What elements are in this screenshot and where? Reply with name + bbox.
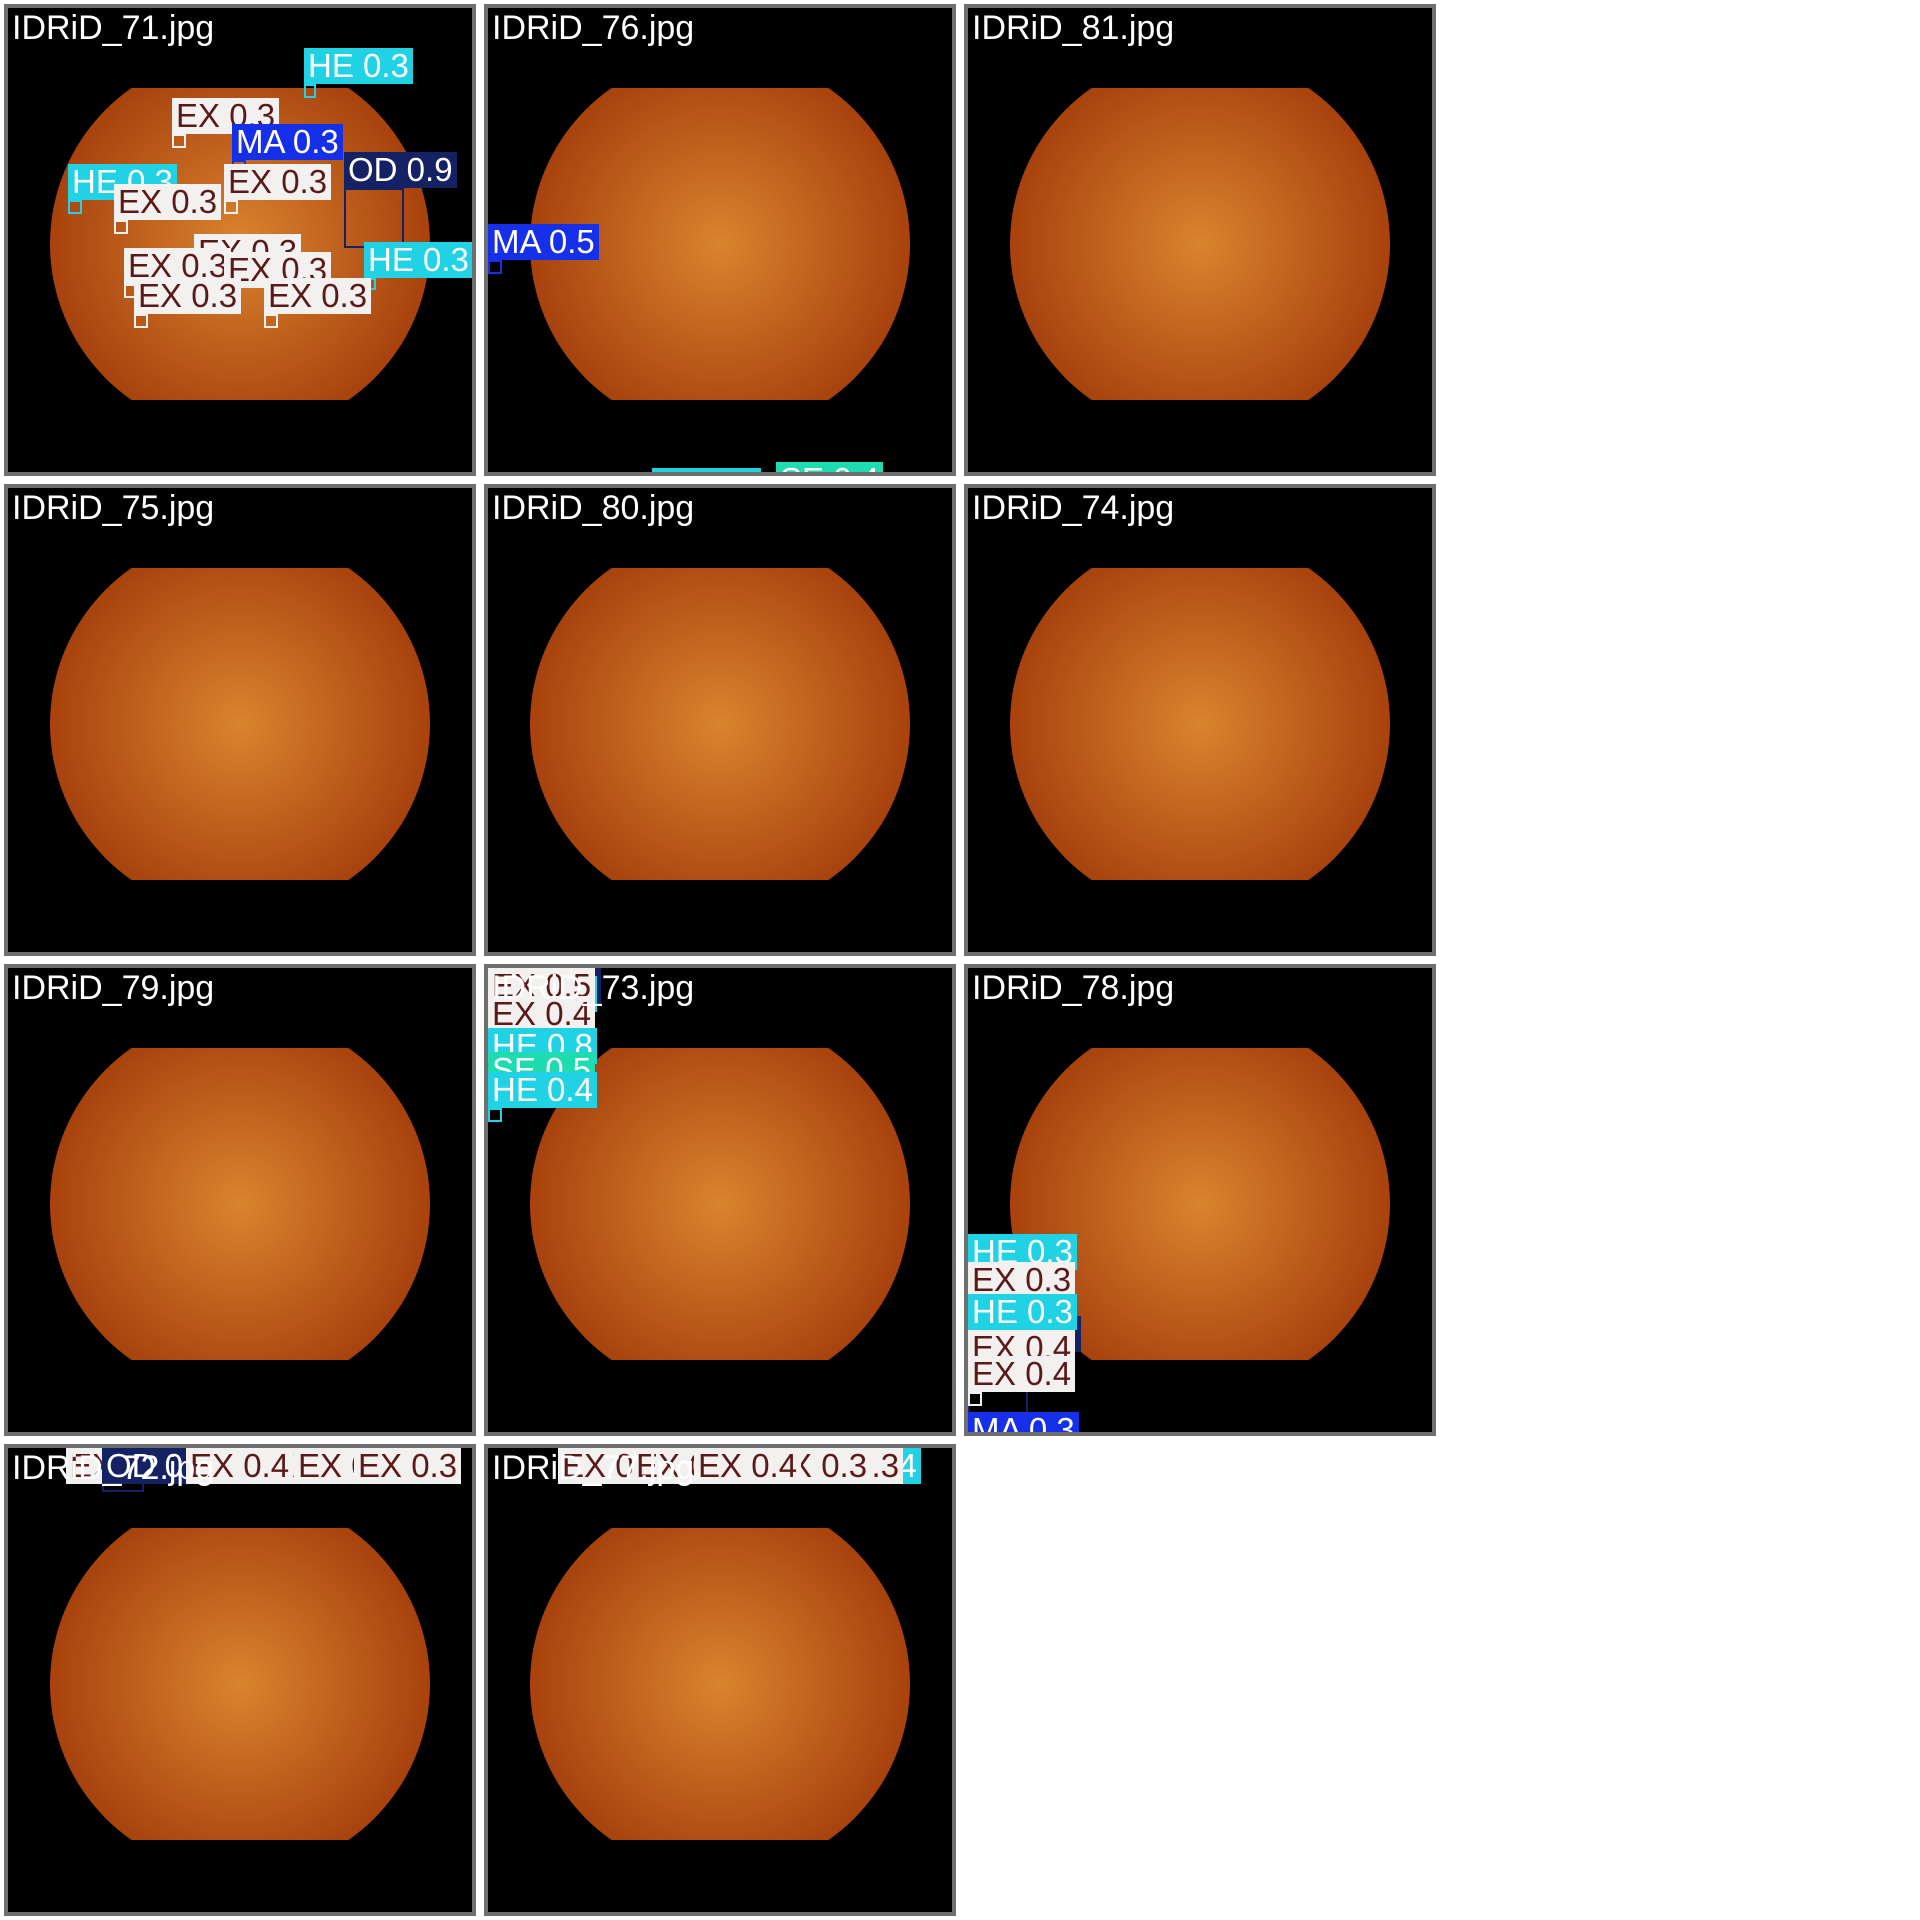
tile-filename: IDRiD_78.jpg <box>972 969 1175 1007</box>
detection-label: EX 0.3 <box>134 278 242 314</box>
fundus-image <box>530 568 910 880</box>
fundus-image <box>1010 88 1390 400</box>
detection-box <box>134 314 148 328</box>
detection-label: OD 0.9 <box>344 152 457 188</box>
detection-box <box>172 134 186 148</box>
tile-filename: IDRiD_74.jpg <box>972 489 1175 527</box>
fundus-image <box>50 1048 430 1360</box>
fundus-image <box>50 1528 430 1840</box>
tile-filename: IDRiD_80.jpg <box>492 489 695 527</box>
retina-disc <box>50 1528 430 1840</box>
retina-disc <box>530 1048 910 1360</box>
detection-box <box>488 1108 502 1122</box>
fundus-image <box>1010 568 1390 880</box>
tile-filename: IDRiD_81.jpg <box>972 9 1175 47</box>
retina-disc <box>50 1048 430 1360</box>
tile-filename: IDRiD_72.jpg <box>12 1449 215 1487</box>
detection-box <box>344 188 404 248</box>
fundus-image <box>530 1048 910 1360</box>
fundus-image <box>50 568 430 880</box>
detection-box <box>224 200 238 214</box>
retina-disc <box>530 1528 910 1840</box>
retina-disc <box>1010 568 1390 880</box>
detection-label: EX 0.4 <box>488 996 596 1032</box>
tile-filename: IDRiD_79.jpg <box>12 969 215 1007</box>
detection-box <box>114 220 128 234</box>
retina-disc <box>530 568 910 880</box>
detection-label: EX 0.4 <box>694 1448 802 1484</box>
fundus-image <box>530 1528 910 1840</box>
tile-filename: IDRiD_71.jpg <box>12 9 215 47</box>
detection-label: HE 0.4 <box>488 1072 597 1108</box>
result-tile: IDRiD_71.jpg HE 0.3 EX 0.3 MA 0.3 OD 0.9 HE 0… <box>4 4 476 476</box>
detection-label: HE 0.4 <box>652 468 761 472</box>
detection-label: EX 0.3 <box>968 1262 1076 1298</box>
tile-filename: IDRiD_73.jpg <box>492 969 695 1007</box>
retina-disc <box>1010 88 1390 400</box>
retina-disc <box>50 568 430 880</box>
fundus-image <box>1010 1048 1390 1360</box>
tile-filename: IDRiD_77.jpg <box>492 1449 695 1487</box>
detection-label: EX 0.3 <box>354 1448 462 1484</box>
detection-label: EX 0.3 <box>114 184 222 220</box>
detection-box <box>304 84 316 98</box>
detection-label: EX 0.3 <box>264 278 372 314</box>
detection-label: SE 0.4 <box>776 462 884 472</box>
detection-label: MA 0.3 <box>968 1412 1079 1432</box>
detection-box <box>488 260 502 274</box>
detection-box <box>264 314 278 328</box>
detection-box <box>968 1392 982 1406</box>
retina-disc <box>1010 1048 1390 1360</box>
detection-label: EX 0.4 <box>968 1356 1076 1392</box>
fundus-image <box>530 88 910 400</box>
detection-label: MA 0.3 <box>232 124 343 160</box>
detection-box <box>68 200 82 214</box>
detection-label: MA 0.5 <box>488 224 599 260</box>
detection-label: HE 0.3 <box>364 242 472 278</box>
detection-label: HE 0.3 <box>304 48 413 84</box>
tile-filename: IDRiD_75.jpg <box>12 489 215 527</box>
detection-label: EX 0.3 <box>224 164 332 200</box>
detection-label: EX 0.4 <box>186 1448 294 1484</box>
retina-disc <box>530 88 910 400</box>
tile-filename: IDRiD_76.jpg <box>492 9 695 47</box>
detection-label: HE 0.3 <box>968 1294 1077 1330</box>
